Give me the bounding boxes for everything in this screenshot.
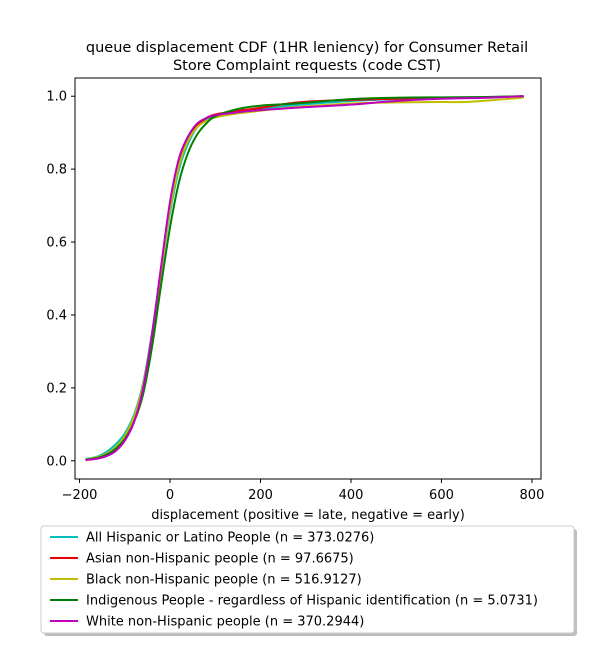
x-axis-label: displacement (positive = late, negative …	[151, 508, 465, 523]
legend-entries: All Hispanic or Latino People (n = 373.0…	[50, 531, 538, 630]
chart-title-line-2: Store Complaint requests (code CST)	[173, 58, 441, 74]
legend-label-0: All Hispanic or Latino People (n = 373.0…	[86, 531, 374, 546]
y-tick-label-4: 0.8	[46, 163, 67, 178]
series-lines	[85, 95, 524, 462]
y-tick-label-5: 1.0	[46, 90, 67, 105]
legend-box	[40, 525, 575, 634]
legend: All Hispanic or Latino People (n = 373.0…	[40, 525, 577, 636]
x-tick-label-0: −200	[62, 488, 98, 503]
chart-title-line-1: queue displacement CDF (1HR leniency) fo…	[86, 40, 528, 56]
y-tick-label-3: 0.6	[46, 236, 67, 251]
series-line-1	[85, 95, 524, 461]
x-tick-label-1: 0	[166, 488, 174, 503]
y-tick-label-2: 0.4	[46, 308, 67, 323]
series-line-4	[85, 95, 524, 462]
legend-label-1: Asian non-Hispanic people (n = 97.6675)	[86, 552, 354, 567]
x-tick-label-5: 800	[520, 488, 545, 503]
y-axis-ticks: 0.0 0.2 0.4 0.6 0.8 1.0	[46, 90, 75, 469]
legend-label-4: White non-Hispanic people (n = 370.2944)	[86, 615, 364, 630]
series-line-3	[85, 95, 524, 461]
series-line-2	[85, 96, 524, 461]
x-tick-label-2: 200	[248, 488, 273, 503]
x-tick-label-3: 400	[339, 488, 364, 503]
x-axis-ticks: −200 0 200 400 600 800	[62, 479, 545, 503]
plot-frame	[74, 77, 542, 480]
series-line-0	[85, 95, 524, 460]
y-tick-label-1: 0.2	[46, 381, 67, 396]
x-tick-label-4: 600	[429, 488, 454, 503]
chart-title: queue displacement CDF (1HR leniency) fo…	[86, 40, 528, 74]
y-tick-label-0: 0.0	[46, 454, 67, 469]
legend-label-3: Indigenous People - regardless of Hispan…	[86, 594, 538, 609]
legend-label-2: Black non-Hispanic people (n = 516.9127)	[86, 573, 362, 588]
